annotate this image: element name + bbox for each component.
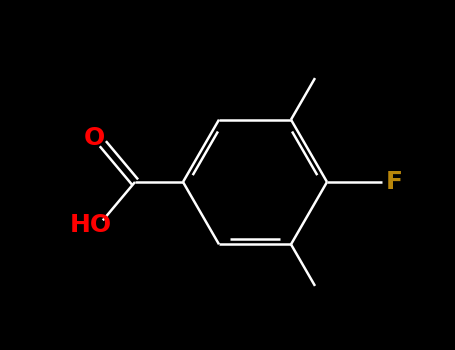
Text: HO: HO [70,213,112,237]
Text: F: F [385,170,403,194]
Text: O: O [84,126,106,150]
